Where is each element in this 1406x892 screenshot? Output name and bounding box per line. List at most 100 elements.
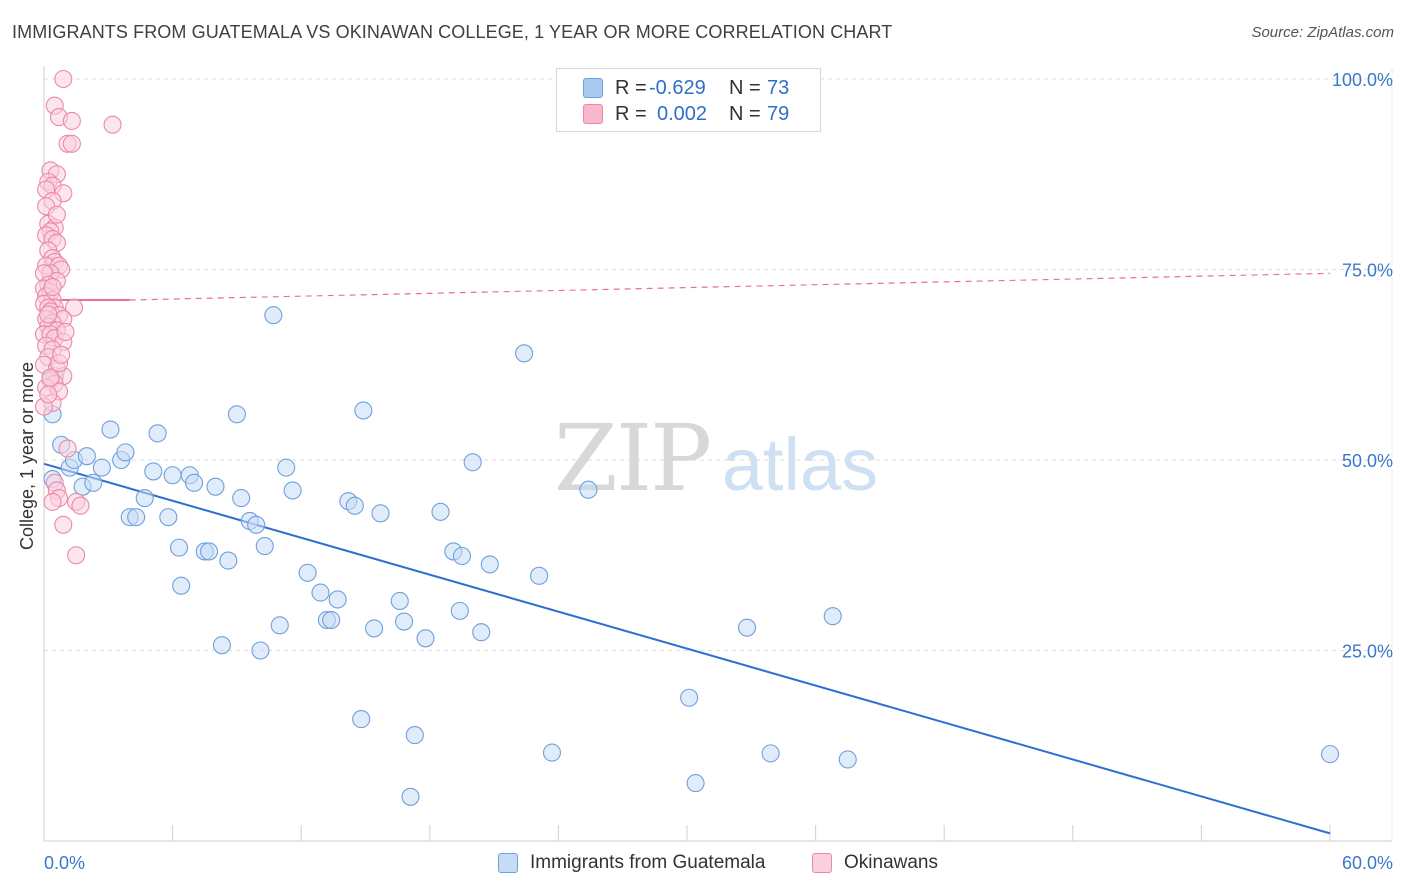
data-point [92, 458, 111, 477]
data-point [84, 473, 103, 492]
data-point [58, 439, 77, 458]
data-point [232, 489, 251, 508]
data-point [416, 629, 435, 648]
data-points [34, 69, 1340, 806]
data-point [480, 555, 499, 574]
data-point [1320, 745, 1340, 764]
data-point [62, 111, 81, 130]
data-point [39, 305, 58, 324]
data-point [54, 515, 73, 534]
data-point [472, 623, 491, 642]
data-point [328, 590, 347, 609]
r-value: -0.629 [649, 76, 706, 99]
data-point [159, 508, 178, 527]
data-point [43, 492, 62, 511]
n-label: N = [729, 102, 761, 125]
data-point [148, 424, 167, 443]
legend-swatch-blue [583, 78, 603, 98]
data-point [163, 466, 182, 485]
trend-line [43, 462, 1331, 835]
data-point [56, 322, 75, 342]
series-guatemala [43, 306, 1340, 806]
data-point [64, 298, 84, 317]
data-point [62, 134, 81, 153]
data-point [463, 453, 482, 472]
x-tick-label: 0.0% [44, 853, 85, 873]
data-point [67, 546, 86, 565]
data-point [206, 477, 225, 496]
data-point [169, 538, 189, 557]
data-point [172, 576, 191, 595]
axes [43, 66, 1392, 842]
data-point [255, 537, 274, 556]
r-value: 0.002 [657, 102, 708, 125]
data-point [450, 601, 469, 620]
data-point [101, 420, 120, 439]
data-point [184, 473, 204, 492]
r-label: R = [615, 102, 647, 125]
y-axis-label: College, 1 year or more [17, 362, 37, 550]
watermark: ZIP atlas [554, 405, 878, 512]
data-point [395, 612, 414, 631]
data-point [530, 566, 549, 585]
data-point [251, 641, 270, 660]
r-label: R = [615, 76, 647, 99]
data-point [680, 688, 699, 707]
bottom-legend-swatch-blue [498, 853, 518, 873]
data-point [365, 619, 384, 638]
data-point [345, 496, 364, 515]
gridlines [44, 69, 1393, 841]
n-label: N = [729, 76, 761, 99]
chart-title: IMMIGRANTS FROM GUATEMALA VS OKINAWAN CO… [12, 22, 893, 42]
legend-swatch-pink [583, 104, 603, 124]
data-point [283, 481, 302, 500]
data-point [77, 447, 96, 466]
data-point [311, 583, 330, 602]
data-point [352, 710, 371, 729]
trend-line-dashed [129, 272, 1331, 301]
data-point [737, 618, 757, 637]
source-credit: Source: ZipAtlas.com [1251, 24, 1394, 41]
data-point [515, 344, 534, 363]
data-point [270, 616, 289, 635]
data-point [761, 744, 780, 763]
y-tick-label: 25.0% [1342, 642, 1393, 662]
legend-row-okinawans: R = 0.002 N = 79 [583, 102, 789, 126]
data-point [390, 591, 409, 611]
data-point [838, 750, 857, 769]
data-point [135, 489, 154, 508]
stats-legend: R = -0.629 N = 73 R = 0.002 N = 79 [556, 68, 821, 132]
data-point [452, 546, 472, 566]
legend-row-guatemala: R = -0.629 N = 73 [583, 76, 789, 100]
bottom-legend-swatch-pink [812, 853, 832, 873]
data-point [43, 277, 62, 297]
y-tick-label: 100.0% [1332, 70, 1393, 90]
data-point [47, 205, 66, 224]
data-point [71, 496, 90, 515]
data-point [579, 480, 598, 499]
bottom-legend-label: Immigrants from Guatemala [530, 852, 766, 873]
data-point [823, 607, 842, 626]
data-point [542, 743, 562, 762]
data-point [431, 502, 450, 521]
data-point [401, 787, 420, 806]
y-tick-label: 50.0% [1342, 451, 1393, 471]
trend-lines [43, 272, 1331, 835]
bottom-legend-label: Okinawans [844, 852, 938, 873]
n-value: 79 [767, 102, 790, 125]
data-point [212, 636, 231, 655]
data-point [199, 542, 219, 561]
data-point [371, 504, 390, 523]
bottom-legend-guatemala: Immigrants from Guatemala [498, 852, 765, 874]
series-okinawans [34, 69, 122, 565]
data-point [116, 443, 135, 462]
data-point [264, 306, 283, 325]
data-point [247, 515, 266, 534]
data-point [277, 458, 296, 477]
data-point [405, 726, 424, 745]
data-point [127, 508, 146, 527]
watermark-zip: ZIP [554, 405, 710, 512]
data-point [322, 610, 341, 630]
data-point [54, 69, 73, 89]
